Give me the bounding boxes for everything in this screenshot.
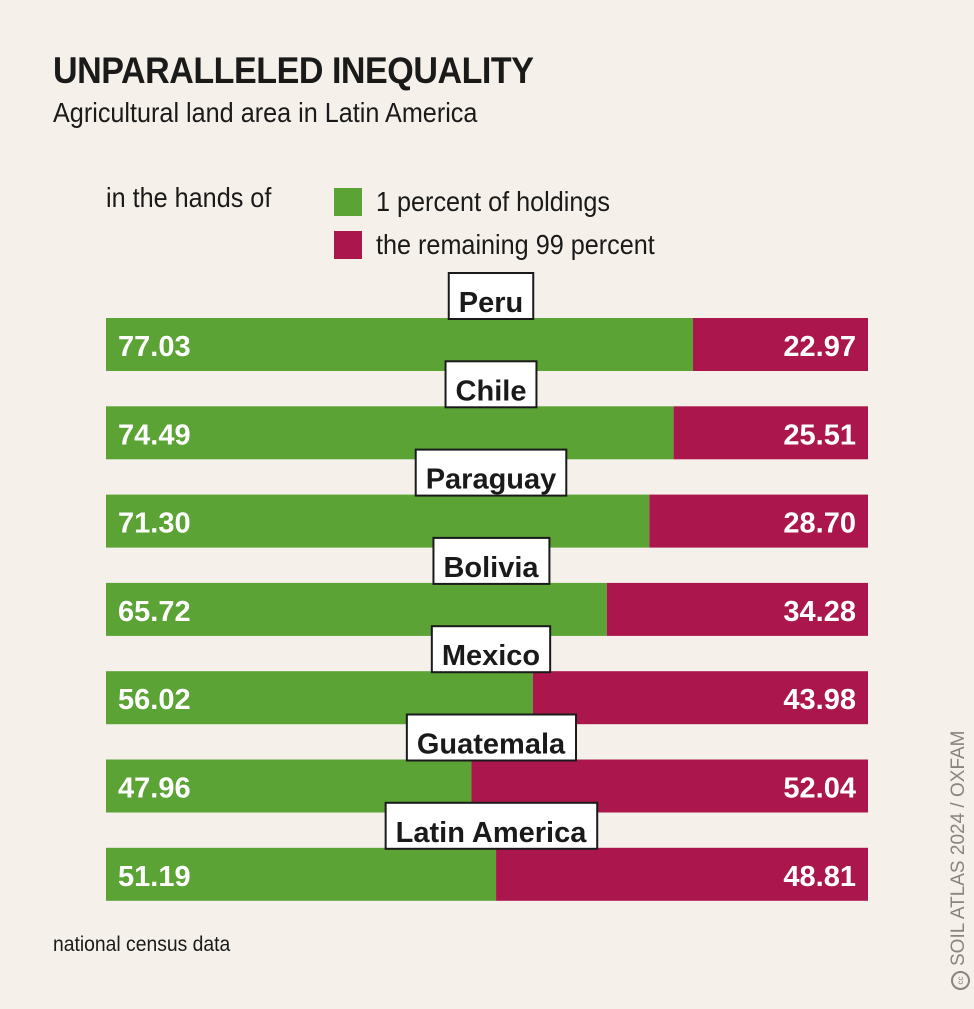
category-label: Peru [459, 287, 523, 319]
category-label-box [405, 713, 578, 762]
value-label-top-1-percent: 77.03 [118, 331, 191, 363]
value-label-top-1-percent: 56.02 [118, 684, 191, 716]
legend-item-top-1-percent: 1 percent of holdings [334, 186, 636, 218]
bar-segment-remaining-99-percent [692, 318, 868, 371]
value-label-remaining-99-percent: 52.04 [783, 773, 856, 805]
value-label-top-1-percent: 74.49 [118, 419, 191, 451]
legend-swatch-green [334, 188, 362, 216]
bar-segment-remaining-99-percent [673, 406, 868, 460]
value-label-remaining-99-percent: 48.81 [783, 861, 856, 893]
value-label-top-1-percent: 51.19 [118, 861, 191, 893]
chart-title: UNPARALLELED INEQUALITY [53, 50, 534, 91]
bar-segment-top-1-percent [106, 318, 693, 371]
legend-label: 1 percent of holdings [376, 186, 610, 217]
category-label-box [384, 801, 599, 850]
category-label: Chile [456, 375, 527, 407]
bar-segment-remaining-99-percent [649, 494, 868, 548]
bar-segment-top-1-percent [106, 847, 497, 901]
bar-segment-top-1-percent [106, 494, 650, 548]
value-label-remaining-99-percent: 22.97 [783, 331, 856, 363]
cc-icon: cc [951, 971, 970, 990]
value-label-remaining-99-percent: 25.51 [783, 419, 856, 451]
value-label-top-1-percent: 71.30 [118, 508, 191, 540]
value-label-top-1-percent: 47.96 [118, 773, 191, 805]
category-label-box [444, 360, 538, 409]
category-label-box [432, 536, 551, 585]
category-label: Guatemala [417, 729, 566, 761]
credit-text: SOIL ATLAS 2024 / OXFAM [948, 730, 969, 967]
legend-item-remaining-99-percent: the remaining 99 percent [334, 229, 686, 261]
value-label-top-1-percent: 65.72 [118, 596, 191, 628]
category-label-box [447, 272, 535, 320]
bar-segment-remaining-99-percent [496, 847, 868, 901]
legend-label: the remaining 99 percent [376, 229, 655, 260]
bar-segment-remaining-99-percent [532, 671, 868, 725]
legend-swatch-red [334, 231, 362, 259]
value-label-remaining-99-percent: 34.28 [783, 596, 856, 628]
credit-line: cc SOIL ATLAS 2024 / OXFAM [948, 730, 970, 990]
category-label: Bolivia [443, 552, 539, 584]
category-label-box [414, 448, 568, 497]
chart-subtitle: Agricultural land area in Latin America [53, 97, 478, 128]
source-note: national census data [53, 933, 231, 956]
bar-segment-remaining-99-percent [606, 582, 868, 636]
category-label: Paraguay [426, 464, 557, 496]
category-label-box [430, 625, 552, 674]
bar-segment-top-1-percent [106, 406, 674, 460]
legend-lead-text: in the hands of [106, 182, 272, 213]
category-label: Latin America [396, 817, 588, 849]
value-label-remaining-99-percent: 43.98 [783, 684, 856, 716]
category-label: Mexico [442, 640, 540, 672]
value-label-remaining-99-percent: 28.70 [783, 508, 856, 540]
